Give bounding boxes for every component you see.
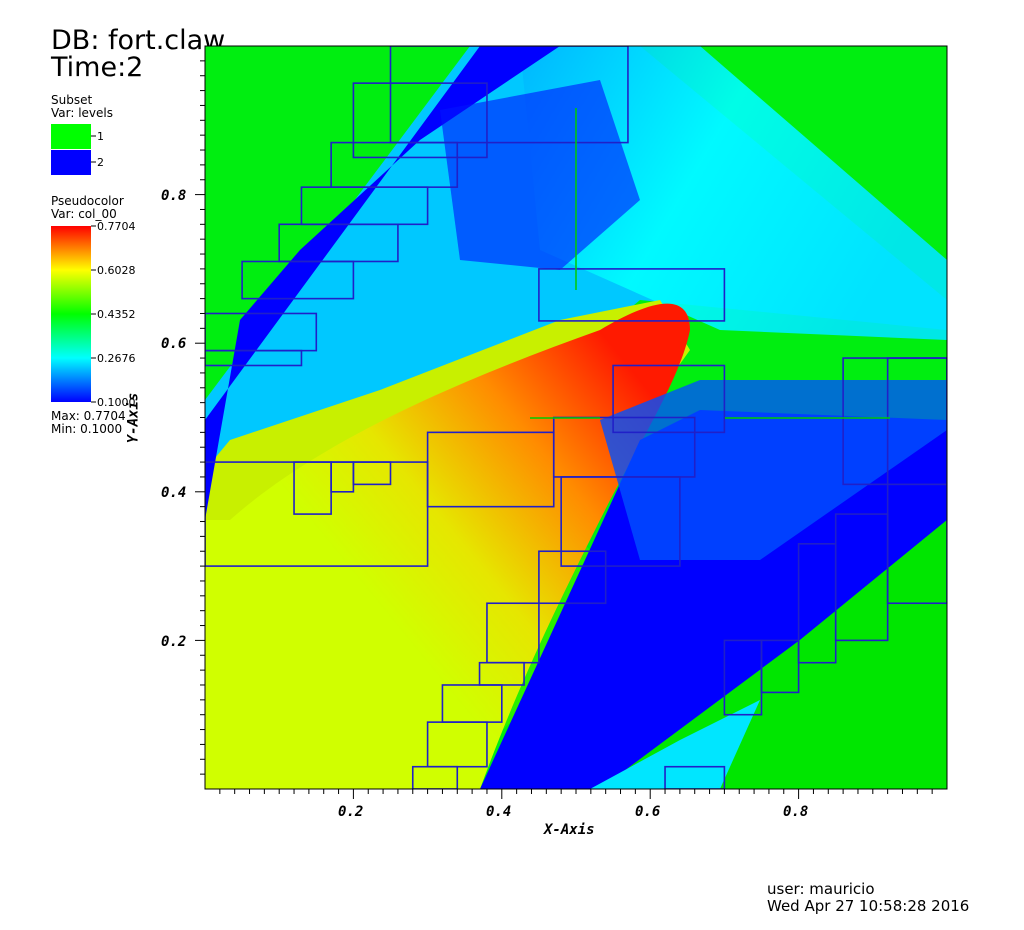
y-tick-label: 0.6 bbox=[161, 336, 187, 352]
y-axis-label: Y-Axis bbox=[125, 392, 142, 444]
colorbar-ticks bbox=[91, 225, 96, 403]
subset-legend-title: Subset bbox=[51, 93, 93, 107]
db-title: DB: fort.claw bbox=[51, 25, 226, 56]
y-tick-label: 0.8 bbox=[161, 188, 187, 204]
colorbar-tick-label: 0.6028 bbox=[97, 264, 136, 277]
refinement-boxes bbox=[205, 46, 947, 789]
refinement-box bbox=[389, 46, 629, 144]
grid-lines bbox=[530, 108, 890, 419]
y-tick-label: 0.4 bbox=[161, 485, 187, 501]
refinement-box bbox=[538, 550, 607, 605]
subset-swatch-2 bbox=[51, 150, 91, 175]
y-axis-ticks bbox=[195, 60, 205, 775]
colorbar-tick-label: 0.1000 bbox=[97, 396, 136, 409]
x-axis-ticks bbox=[219, 789, 933, 799]
footer-date: Wed Apr 27 10:58:28 2016 bbox=[767, 897, 970, 915]
x-axis-label: X-Axis bbox=[544, 822, 595, 838]
x-tick-label: 0.4 bbox=[486, 804, 512, 820]
subset-item-label-2: 2 bbox=[97, 156, 104, 169]
refinement-box bbox=[560, 476, 681, 567]
subset-legend-var: Var: levels bbox=[51, 106, 113, 120]
x-tick-label: 0.8 bbox=[783, 804, 809, 820]
pseudocolor-legend-title: Pseudocolor bbox=[51, 194, 124, 208]
refinement-box bbox=[612, 364, 726, 434]
refinement-box bbox=[664, 765, 726, 789]
colorbar-tick-label: 0.7704 bbox=[97, 220, 136, 233]
colorbar bbox=[51, 226, 91, 402]
refinement-box bbox=[241, 260, 355, 300]
subset-swatch-1 bbox=[51, 124, 91, 149]
x-tick-label: 0.2 bbox=[338, 804, 364, 820]
pseudocolor-legend-var: Var: col_00 bbox=[51, 207, 117, 221]
refinement-box bbox=[760, 639, 800, 694]
pseudocolor-min: Min: 0.1000 bbox=[51, 422, 123, 436]
pseudocolor-max: Max: 0.7704 bbox=[51, 409, 126, 423]
refinement-box bbox=[538, 268, 726, 322]
footer-user: user: mauricio bbox=[767, 880, 875, 898]
refinement-box bbox=[411, 765, 459, 789]
y-tick-label: 0.2 bbox=[161, 634, 187, 650]
x-tick-label: 0.6 bbox=[635, 804, 661, 820]
refinement-box bbox=[205, 349, 303, 367]
refinement-box bbox=[352, 82, 488, 159]
colorbar-tick-label: 0.4352 bbox=[97, 308, 136, 321]
time-title: Time:2 bbox=[51, 52, 144, 83]
refinement-box bbox=[352, 461, 392, 486]
subset-item-label-1: 1 bbox=[97, 130, 104, 143]
colorbar-tick-label: 0.2676 bbox=[97, 352, 136, 365]
